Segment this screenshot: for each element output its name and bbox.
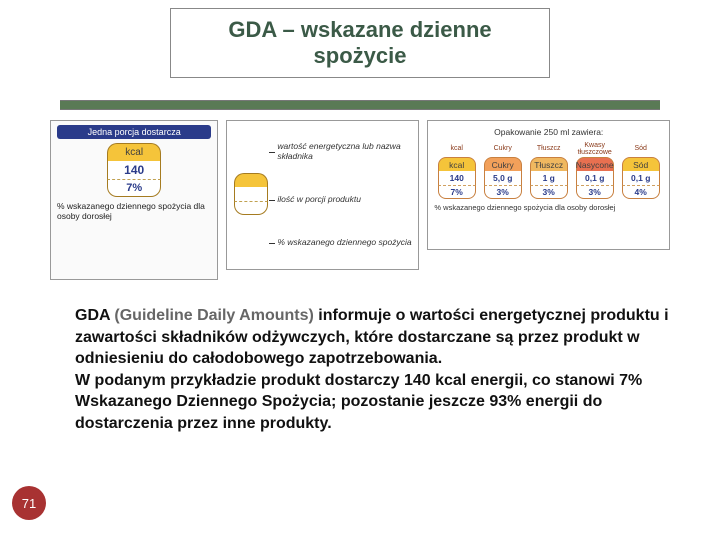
nutrient-capsule: Tłuszcz1 g3%: [530, 157, 568, 199]
nutrient-percent: 3%: [576, 185, 614, 199]
nutrient-value: 140: [438, 171, 476, 185]
panel1-footer: % wskazanego dziennego spożycia dla osob…: [57, 201, 211, 221]
legend-capsule-col: [231, 125, 271, 265]
nutrient-capsule: kcal1407%: [438, 157, 476, 199]
nutrient-title: Sód: [619, 141, 663, 157]
legend-cap-top: [234, 173, 268, 187]
nutrient-col: TłuszczTłuszcz1 g3%: [527, 141, 571, 199]
nutrient-capsule: Nasycone0,1 g3%: [576, 157, 614, 199]
gda-capsule: kcal 140 7%: [107, 143, 161, 197]
nutrient-capsule: Cukry5,0 g3%: [484, 157, 522, 199]
figures-row: Jedna porcja dostarcza kcal 140 7% % wsk…: [50, 120, 670, 280]
nutrient-title: Cukry: [481, 141, 525, 157]
capsule-label: kcal: [107, 143, 161, 161]
slide-number: 71: [12, 486, 46, 520]
nutrient-value: 1 g: [530, 171, 568, 185]
nutrient-capsule: Sód0,1 g4%: [622, 157, 660, 199]
panel3-footer: % wskazanego dziennego spożycia dla osob…: [434, 203, 663, 212]
legend-cap-bot: [234, 201, 268, 215]
legend-cap-mid: [234, 187, 268, 201]
legend-label-2: ilość w porcji produktu: [277, 195, 414, 205]
panel1-header: Jedna porcja dostarcza: [57, 125, 211, 139]
nutrient-col: Kwasy tłuszczoweNasycone0,1 g3%: [573, 141, 617, 199]
slide-title: GDA – wskazane dzienne spożycie: [179, 17, 541, 70]
nutrient-value: 5,0 g: [484, 171, 522, 185]
nutrient-col: kcalkcal1407%: [435, 141, 479, 199]
legend-label-3: % wskazanego dziennego spożycia: [277, 238, 414, 248]
body-lead: GDA: [75, 307, 114, 324]
body-text: GDA (Guideline Daily Amounts) informuje …: [75, 305, 670, 435]
nutrient-label: Nasycone: [576, 157, 614, 171]
gda-single-panel: Jedna porcja dostarcza kcal 140 7% % wsk…: [50, 120, 218, 280]
nutrient-value: 0,1 g: [622, 171, 660, 185]
nutrient-percent: 3%: [484, 185, 522, 199]
nutrient-row: kcalkcal1407%CukryCukry5,0 g3%TłuszczTłu…: [434, 141, 663, 199]
nutrient-label: Sód: [622, 157, 660, 171]
nutrient-label: Tłuszcz: [530, 157, 568, 171]
divider-band: [60, 100, 660, 110]
panel3-header: Opakowanie 250 ml zawiera:: [434, 127, 663, 137]
nutrient-title: kcal: [435, 141, 479, 157]
capsule-percent: 7%: [107, 179, 161, 197]
nutrient-title: Tłuszcz: [527, 141, 571, 157]
body-p2: W podanym przykładzie produkt dostarczy …: [75, 372, 642, 432]
nutrient-col: CukryCukry5,0 g3%: [481, 141, 525, 199]
nutrient-percent: 4%: [622, 185, 660, 199]
nutrient-title: Kwasy tłuszczowe: [573, 141, 617, 157]
nutrient-col: SódSód0,1 g4%: [619, 141, 663, 199]
nutrient-percent: 7%: [438, 185, 476, 199]
gda-multi-panel: Opakowanie 250 ml zawiera: kcalkcal1407%…: [427, 120, 670, 250]
gda-legend-panel: wartość energetyczna lub nazwa składnika…: [226, 120, 419, 270]
legend-labels: wartość energetyczna lub nazwa składnika…: [271, 125, 414, 265]
capsule-value: 140: [107, 161, 161, 179]
legend-label-1: wartość energetyczna lub nazwa składnika: [277, 142, 414, 162]
title-box: GDA – wskazane dzienne spożycie: [170, 8, 550, 78]
nutrient-label: kcal: [438, 157, 476, 171]
body-gray: (Guideline Daily Amounts): [114, 307, 313, 324]
nutrient-value: 0,1 g: [576, 171, 614, 185]
nutrient-label: Cukry: [484, 157, 522, 171]
nutrient-percent: 3%: [530, 185, 568, 199]
